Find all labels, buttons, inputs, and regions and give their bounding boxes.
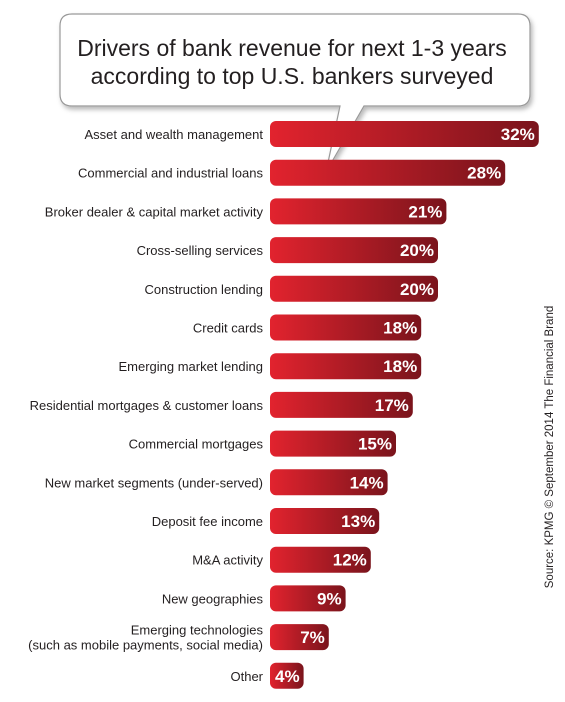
category-label: Emerging technologies (such as mobile pay… xyxy=(28,623,263,653)
bar xyxy=(270,546,371,573)
bar-value-label: 12% xyxy=(333,551,367,570)
bar-value-label: 32% xyxy=(501,125,535,144)
category-label: New geographies xyxy=(162,591,264,606)
bar xyxy=(270,662,304,689)
bar xyxy=(270,159,506,186)
category-label: Other xyxy=(230,669,263,684)
bar xyxy=(270,430,396,457)
bar xyxy=(270,624,329,651)
category-label: Commercial mortgages xyxy=(129,437,264,452)
chart-title-callout: Drivers of bank revenue for next 1-3 yea… xyxy=(59,13,531,173)
bar xyxy=(270,508,380,534)
bar xyxy=(270,237,438,264)
category-label: Residential mortgages & customer loans xyxy=(30,398,264,413)
bar-value-label: 20% xyxy=(400,241,434,260)
bar-value-label: 17% xyxy=(375,396,409,415)
bar xyxy=(270,121,539,147)
bar-value-label: 21% xyxy=(408,202,442,221)
bar xyxy=(270,469,388,496)
bar xyxy=(270,198,447,225)
bar-value-label: 28% xyxy=(467,164,501,183)
bar-value-label: 15% xyxy=(358,435,392,454)
category-label: Cross-selling services xyxy=(137,243,264,258)
category-label: Broker dealer & capital market activity xyxy=(45,204,264,219)
category-label: Deposit fee income xyxy=(152,514,263,529)
source-note: Source: KPMG © September 2014 The Financ… xyxy=(544,306,556,589)
bar xyxy=(270,585,346,612)
bar xyxy=(270,314,422,341)
category-label: New market segments (under-served) xyxy=(45,475,263,490)
bar-value-label: 20% xyxy=(400,280,434,299)
bar-value-label: 18% xyxy=(383,319,417,338)
chart-title-line-2: according to top U.S. bankers surveyed xyxy=(91,63,494,89)
bar xyxy=(270,391,413,418)
category-label: Credit cards xyxy=(193,321,264,336)
bar-value-label: 9% xyxy=(317,589,342,608)
bar-value-label: 7% xyxy=(300,628,325,647)
category-label: Construction lending xyxy=(144,282,263,297)
bar xyxy=(270,353,422,380)
bar-value-label: 13% xyxy=(341,512,375,531)
category-label: M&A activity xyxy=(192,553,263,568)
bar-value-label: 4% xyxy=(275,667,300,686)
bar xyxy=(270,275,438,302)
bar-series: 32% Asset and wealth management 28% Commerc… xyxy=(28,121,539,689)
category-label: Asset and wealth management xyxy=(85,127,264,142)
bar-value-label: 14% xyxy=(350,473,384,492)
bar-value-label: 18% xyxy=(383,357,417,376)
chart-title-line-1: Drivers of bank revenue for next 1-3 yea… xyxy=(77,35,507,61)
category-label: Emerging market lending xyxy=(118,359,263,374)
category-label: Commercial and industrial loans xyxy=(78,166,263,181)
